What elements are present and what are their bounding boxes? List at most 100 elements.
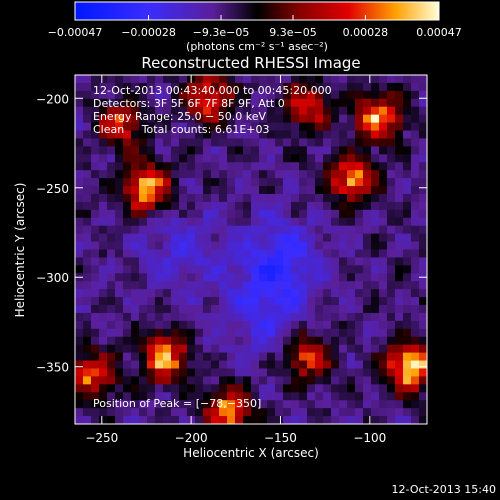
heatmap-cell [123, 305, 132, 314]
heatmap-cell [419, 138, 427, 147]
heatmap-cell [275, 344, 284, 354]
heatmap-cell [299, 281, 308, 290]
heatmap-cell [179, 162, 188, 171]
heatmap-cell [299, 114, 308, 123]
heatmap-cell [395, 193, 404, 203]
heatmap-cell [307, 233, 316, 242]
heatmap-cell [339, 257, 348, 266]
heatmap-cell [243, 241, 252, 250]
heatmap-cell [331, 201, 340, 211]
heatmap-cell [123, 368, 132, 377]
heatmap-cell [395, 122, 404, 131]
heatmap-cell [347, 416, 356, 424]
annotation-energy-range: Energy Range: 25.0 − 50.0 keV [93, 110, 267, 123]
heatmap-cell [291, 368, 300, 377]
heatmap-cell [347, 201, 356, 211]
heatmap-cell [187, 98, 196, 108]
heatmap-cell [91, 360, 100, 369]
heatmap-cell [75, 90, 84, 100]
heatmap-cell [315, 154, 324, 163]
heatmap-cell [91, 392, 100, 401]
heatmap-cell [251, 297, 260, 306]
heatmap-cell [163, 209, 172, 219]
heatmap-cell [315, 193, 324, 203]
heatmap-cell [99, 297, 108, 306]
heatmap-cell [99, 241, 108, 250]
heatmap-cell [395, 305, 404, 314]
heatmap-cell [355, 312, 364, 322]
heatmap-cell [275, 154, 284, 163]
heatmap-cell [195, 416, 204, 424]
heatmap-cell [339, 162, 348, 171]
heatmap-cell [219, 233, 228, 242]
heatmap-cell [99, 273, 108, 282]
heatmap-cell [371, 106, 380, 116]
heatmap-cell [179, 146, 188, 155]
heatmap-cell [371, 225, 380, 235]
heatmap-cell [371, 209, 380, 219]
heatmap-cell [99, 178, 108, 187]
heatmap-cell [267, 400, 276, 409]
heatmap-cell [115, 146, 124, 155]
heatmap-cell [379, 201, 388, 211]
heatmap-cell [299, 233, 308, 242]
heatmap-cell [107, 217, 116, 227]
heatmap-cell [211, 225, 220, 235]
heatmap-cell [179, 233, 188, 242]
heatmap-cell [379, 225, 388, 235]
heatmap-cell [331, 305, 340, 314]
heatmap-cell [155, 154, 164, 163]
heatmap-cell [299, 193, 308, 203]
heatmap-cell [75, 186, 84, 195]
x-tick-label: −100 [353, 431, 386, 445]
heatmap-cell [171, 154, 180, 163]
heatmap-cell [163, 376, 172, 385]
heatmap-cell [163, 186, 172, 195]
heatmap-cell [155, 305, 164, 314]
heatmap-cell [403, 225, 412, 235]
heatmap-cell [387, 178, 396, 187]
heatmap-cell [99, 376, 108, 385]
heatmap-cell [323, 130, 332, 139]
heatmap-cell [259, 130, 268, 139]
heatmap-cell [347, 170, 356, 179]
heatmap-cell [123, 106, 132, 116]
heatmap-cell [227, 130, 236, 139]
heatmap-cell [323, 138, 332, 147]
heatmap-cell [347, 138, 356, 147]
heatmap-cell [307, 257, 316, 266]
heatmap-cell [179, 90, 188, 100]
heatmap-cell [291, 114, 300, 123]
heatmap-cell [315, 336, 324, 346]
heatmap-cell [395, 209, 404, 219]
heatmap-cell [259, 360, 268, 369]
heatmap-cell [331, 122, 340, 131]
heatmap-cell [267, 209, 276, 219]
heatmap-cell [291, 122, 300, 131]
heatmap-cell [411, 400, 420, 409]
heatmap-cell [219, 352, 228, 361]
heatmap-cell [107, 368, 116, 377]
heatmap-cell [259, 170, 268, 179]
heatmap-cell [251, 90, 260, 100]
heatmap-cell [179, 225, 188, 235]
heatmap-cell [179, 328, 188, 338]
heatmap-cell [347, 146, 356, 155]
heatmap-cell [147, 416, 156, 424]
y-tick-label: −250 [36, 182, 69, 196]
heatmap-cell [91, 249, 100, 258]
heatmap-cell [267, 360, 276, 369]
heatmap-cell [115, 320, 124, 330]
heatmap-cell [355, 320, 364, 330]
heatmap-cell [171, 273, 180, 282]
heatmap-cell [267, 75, 276, 84]
heatmap-cell [379, 241, 388, 250]
heatmap-cell [323, 225, 332, 235]
heatmap-cell [131, 392, 140, 401]
heatmap-cell [147, 90, 156, 100]
heatmap-cell [187, 352, 196, 361]
heatmap-cell [83, 209, 92, 219]
heatmap-cell [171, 201, 180, 211]
heatmap-cell [163, 400, 172, 409]
heatmap-cell [315, 400, 324, 409]
